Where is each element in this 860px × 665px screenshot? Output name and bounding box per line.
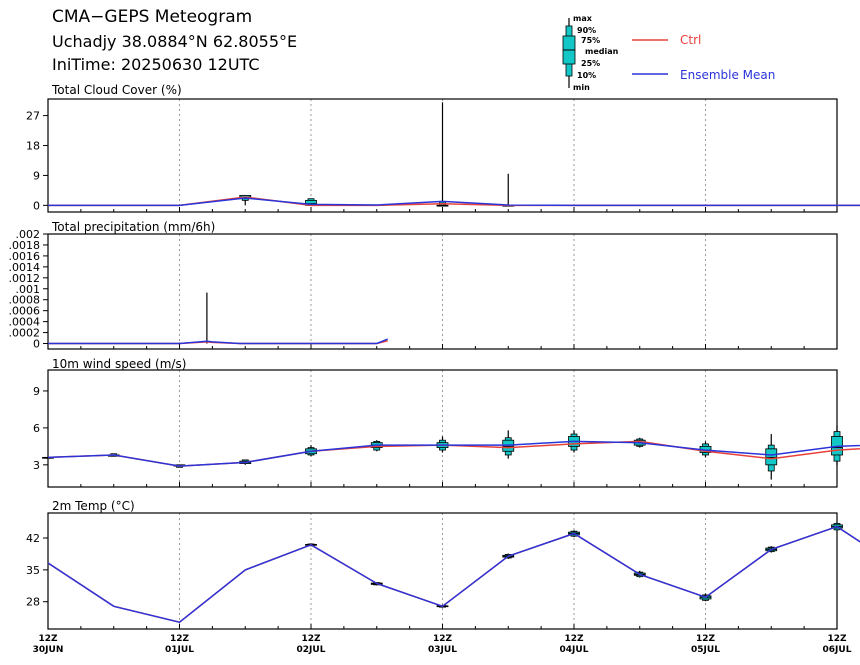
- x-tick-label-date: 01JUL: [165, 645, 194, 655]
- y-tick-label: .001: [16, 283, 41, 296]
- y-tick-label: .002: [16, 228, 41, 241]
- legend-box-label: median: [585, 47, 619, 56]
- y-tick-label: .0004: [9, 316, 41, 329]
- legend-box-label: min: [573, 83, 590, 92]
- panel-title: 2m Temp (°C): [52, 499, 135, 513]
- x-tick-label-date: 04JUL: [560, 645, 589, 655]
- panel-title: Total precipitation (mm/6h): [51, 220, 215, 234]
- y-tick-label: 0: [33, 199, 40, 212]
- mean-series-line: [47, 440, 860, 467]
- y-tick-label: 0: [33, 338, 40, 351]
- legend-box-label: 25%: [581, 59, 600, 68]
- x-tick-label-date: 05JUL: [691, 645, 720, 655]
- y-tick-label: .0018: [9, 239, 41, 252]
- legend-ctrl-label: Ctrl: [680, 33, 701, 47]
- legend-box-label: 75%: [581, 36, 600, 45]
- y-tick-label: .0016: [9, 250, 41, 263]
- x-tick-label-time: 12Z: [696, 634, 716, 644]
- x-tick-label-time: 12Z: [827, 634, 847, 644]
- ctrl-series-line: [47, 440, 860, 467]
- ctrl-series-line: [48, 196, 860, 207]
- mean-series-line: [48, 338, 388, 345]
- y-tick-label: .0012: [9, 272, 41, 285]
- x-tick-label-date: 30JUN: [33, 645, 64, 655]
- y-tick-label: 6: [33, 422, 40, 435]
- legend-mean-label: Ensemble Mean: [680, 68, 775, 82]
- y-tick-label: .0008: [9, 294, 41, 307]
- box-inner: [765, 448, 778, 466]
- x-tick-label-time: 12Z: [38, 634, 58, 644]
- y-tick-label: .0002: [9, 327, 41, 340]
- mean-series-line: [48, 197, 860, 207]
- y-tick-label: 42: [26, 532, 40, 545]
- y-tick-label: .0006: [9, 305, 41, 318]
- init-time-label: IniTime: 20250630 12UTC: [52, 55, 260, 74]
- x-tick-label-time: 12Z: [564, 634, 584, 644]
- y-tick-label: 28: [26, 596, 40, 609]
- panel-frame: [47, 233, 838, 350]
- panel-title: 10m wind speed (m/s): [52, 357, 186, 371]
- meteogram-title: CMA−GEPS Meteogram: [52, 7, 253, 27]
- y-tick-label: 35: [26, 564, 40, 577]
- legend-box-label: 90%: [577, 26, 596, 35]
- panel-frame: [47, 512, 838, 630]
- y-tick-label: 18: [26, 140, 40, 153]
- x-tick-label-date: 06JUL: [823, 645, 852, 655]
- panel-title: Total Cloud Cover (%): [51, 83, 182, 97]
- y-tick-label: 3: [33, 459, 40, 472]
- y-tick-label: 9: [33, 385, 40, 398]
- y-tick-label: 27: [26, 110, 40, 123]
- y-tick-label: 9: [33, 169, 40, 182]
- x-tick-label-time: 12Z: [301, 634, 321, 644]
- x-tick-label-time: 12Z: [433, 634, 453, 644]
- x-tick-label-date: 02JUL: [297, 645, 326, 655]
- x-tick-label-time: 12Z: [170, 634, 190, 644]
- mean-series-line: [47, 525, 860, 624]
- x-tick-label-date: 03JUL: [428, 645, 457, 655]
- location-label: Uchadjy 38.0884°N 62.8055°E: [52, 32, 298, 51]
- y-tick-label: .0014: [9, 261, 41, 274]
- legend-box-label: 10%: [577, 71, 596, 80]
- legend-box-label: max: [573, 14, 593, 23]
- panel-frame: [47, 369, 838, 488]
